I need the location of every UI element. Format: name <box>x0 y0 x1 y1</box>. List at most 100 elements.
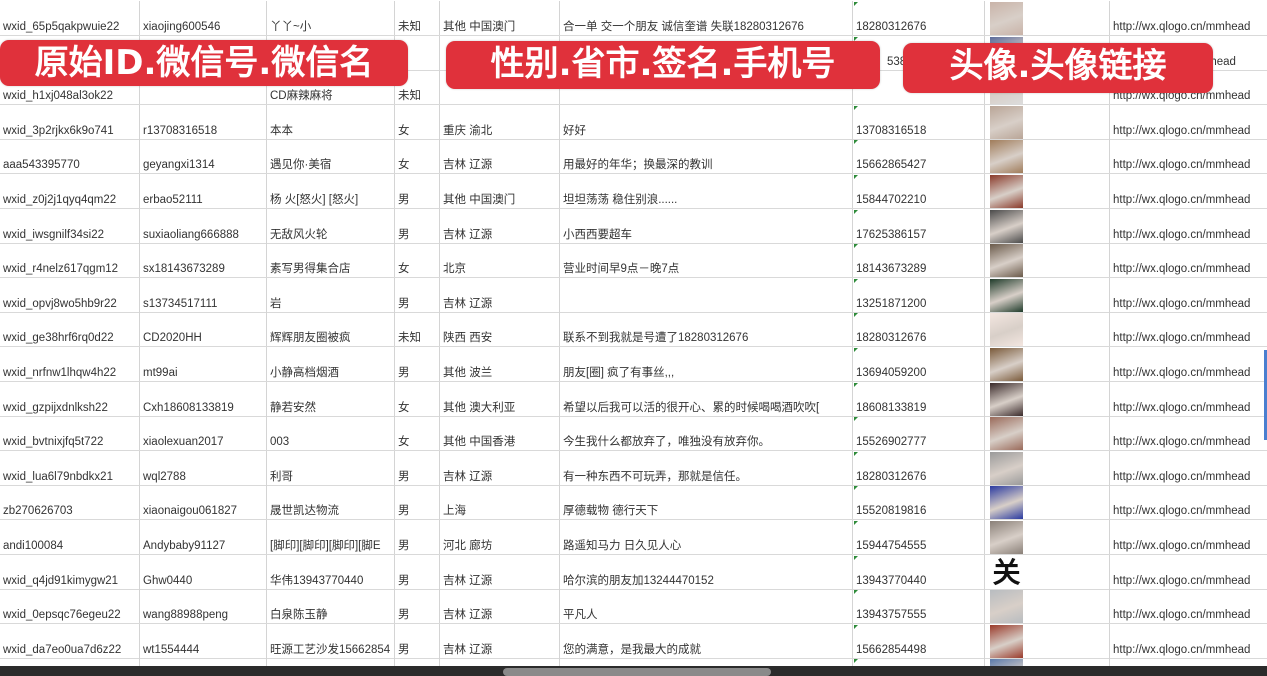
gender-cell[interactable]: 男 <box>395 277 440 312</box>
gender-cell[interactable]: 女 <box>395 243 440 278</box>
phone-cell[interactable]: 18280312676 <box>853 450 985 485</box>
avatar-cell[interactable] <box>985 520 1110 554</box>
avatar-cell[interactable] <box>985 312 1110 347</box>
region-cell[interactable]: 上海 <box>440 485 560 520</box>
wechat-name-cell[interactable]: CD麻辣麻将 <box>267 70 395 105</box>
gender-cell[interactable]: 男 <box>395 520 440 554</box>
wechat-id-cell[interactable]: geyangxi1314 <box>140 139 267 174</box>
avatar-url-cell[interactable]: http://wx.qlogo.cn/mmhead <box>1113 574 1251 587</box>
vertical-scroll-indicator[interactable] <box>1264 350 1267 440</box>
wechat-name-cell[interactable]: 白泉陈玉静 <box>267 589 395 624</box>
signature-cell[interactable]: 您的满意，是我最大的成就 <box>560 623 853 658</box>
region-cell[interactable]: 其他 澳大利亚 <box>440 381 560 416</box>
avatar-cell[interactable] <box>985 1 1110 35</box>
region-cell[interactable]: 吉林 辽源 <box>440 450 560 485</box>
wechat-name-cell[interactable]: 静若安然 <box>267 381 395 416</box>
avatar-cell[interactable] <box>985 174 1110 208</box>
gender-cell[interactable]: 未知 <box>395 312 440 347</box>
gender-cell[interactable]: 女 <box>395 104 440 139</box>
wechat-name-cell[interactable]: 晟世凯达物流 <box>267 485 395 520</box>
original-id-cell[interactable]: wxid_iwsgnilf34si22 <box>0 208 140 243</box>
wechat-name-cell[interactable]: 华伟13943770440 <box>267 554 395 589</box>
signature-cell[interactable]: 朋友[圈] 疯了有事丝,,, <box>560 347 853 381</box>
original-id-cell[interactable]: wxid_q4jd91kimygw21 <box>0 554 140 589</box>
avatar-url-cell[interactable]: http://wx.qlogo.cn/mmhead <box>1113 436 1251 449</box>
wechat-id-cell[interactable]: r13708316518 <box>140 104 267 139</box>
avatar-cell[interactable] <box>985 658 1110 666</box>
avatar-url-cell[interactable]: http://wx.qlogo.cn/mmhead <box>1113 263 1251 276</box>
signature-cell[interactable] <box>560 658 853 666</box>
original-id-cell[interactable] <box>0 658 140 666</box>
signature-cell[interactable]: 希望以后我可以活的很开心、累的时候喝喝酒吹吹[ <box>560 381 853 416</box>
gender-cell[interactable]: 女 <box>395 139 440 174</box>
signature-cell[interactable]: 合一单 交一个朋友 诚信奎谱 失联18280312676 <box>560 1 853 35</box>
wechat-id-cell[interactable]: wt1554444 <box>140 623 267 658</box>
gender-cell[interactable]: 男 <box>395 208 440 243</box>
region-cell[interactable]: 吉林 辽源 <box>440 277 560 312</box>
region-cell[interactable]: 吉林 辽源 <box>440 208 560 243</box>
wechat-name-cell[interactable]: 岩 <box>267 277 395 312</box>
gender-cell[interactable]: 男 <box>395 485 440 520</box>
wechat-id-cell[interactable]: xiaolexuan2017 <box>140 416 267 451</box>
gender-cell[interactable] <box>395 658 440 666</box>
phone-cell[interactable]: 18280312676 <box>853 312 985 347</box>
avatar-url-cell[interactable]: http://wx.qlogo.cn/mmhead <box>1113 540 1251 552</box>
original-id-cell[interactable]: wxid_ge38hrf6rq0d22 <box>0 312 140 347</box>
gender-cell[interactable]: 男 <box>395 174 440 208</box>
avatar-cell[interactable] <box>985 208 1110 243</box>
avatar-url-cell[interactable]: http://wx.qlogo.cn/mmhead <box>1113 21 1251 33</box>
original-id-cell[interactable]: andi100084 <box>0 520 140 554</box>
wechat-id-cell[interactable]: Ghw0440 <box>140 554 267 589</box>
wechat-id-cell[interactable]: xiaojing600546 <box>140 1 267 35</box>
original-id-cell[interactable]: wxid_3p2rjkx6k9o741 <box>0 104 140 139</box>
gender-cell[interactable]: 男 <box>395 450 440 485</box>
signature-cell[interactable]: 厚德载物 德行天下 <box>560 485 853 520</box>
avatar-url-cell[interactable]: http://wx.qlogo.cn/mmhead <box>1113 124 1251 137</box>
phone-cell[interactable]: 18280312676 <box>853 1 985 35</box>
wechat-id-cell[interactable]: xiaonaigou061827 <box>140 485 267 520</box>
phone-cell[interactable]: 13943757555 <box>853 589 985 624</box>
region-cell[interactable]: 其他 中国澳门 <box>440 1 560 35</box>
gender-cell[interactable]: 男 <box>395 554 440 589</box>
phone-cell[interactable]: 15944754555 <box>853 520 985 554</box>
gender-cell[interactable]: 未知 <box>395 1 440 35</box>
region-cell[interactable]: 陕西 西安 <box>440 312 560 347</box>
wechat-id-cell[interactable]: suxiaoliang666888 <box>140 208 267 243</box>
wechat-name-cell[interactable]: 杨 火[怒火] [怒火] <box>267 174 395 208</box>
avatar-url-cell[interactable]: http://wx.qlogo.cn/mmhead <box>1113 367 1251 379</box>
avatar-url-cell[interactable]: http://wx.qlogo.cn/mmhead <box>1113 401 1251 414</box>
avatar-cell[interactable] <box>985 450 1110 485</box>
original-id-cell[interactable]: wxid_gzpijxdnlksh22 <box>0 381 140 416</box>
gender-cell[interactable]: 男 <box>395 623 440 658</box>
avatar-url-cell[interactable]: http://wx.qlogo.cn/mmhead <box>1113 194 1251 206</box>
region-cell[interactable]: 北京 <box>440 243 560 278</box>
original-id-cell[interactable]: wxid_opvj8wo5hb9r22 <box>0 277 140 312</box>
wechat-name-cell[interactable]: [脚印][脚印][脚印][脚E <box>267 520 395 554</box>
phone-cell[interactable]: 18608133819 <box>853 381 985 416</box>
avatar-cell[interactable] <box>985 277 1110 312</box>
wechat-id-cell[interactable]: CD2020HH <box>140 312 267 347</box>
wechat-name-cell[interactable]: 旺源工艺沙发15662854 <box>267 623 395 658</box>
avatar-cell[interactable] <box>985 623 1110 658</box>
avatar-cell[interactable] <box>985 416 1110 451</box>
avatar-url-cell[interactable]: http://wx.qlogo.cn/mmhead <box>1113 505 1251 518</box>
avatar-url-cell[interactable]: http://wx.qlogo.cn/mmhead <box>1113 159 1251 172</box>
avatar-url-cell[interactable]: http://wx.qlogo.cn/mmhead <box>1113 297 1251 310</box>
gender-cell[interactable]: 男 <box>395 589 440 624</box>
wechat-name-cell[interactable]: 丫丫~小 <box>267 1 395 35</box>
region-cell[interactable]: 吉林 辽源 <box>440 589 560 624</box>
signature-cell[interactable]: 好好 <box>560 104 853 139</box>
wechat-id-cell[interactable]: wql2788 <box>140 450 267 485</box>
wechat-name-cell[interactable]: 本本 <box>267 104 395 139</box>
wechat-name-cell[interactable]: 素写男得集合店 <box>267 243 395 278</box>
phone-cell[interactable]: 15662865427 <box>853 139 985 174</box>
signature-cell[interactable]: 平凡人 <box>560 589 853 624</box>
wechat-id-cell[interactable]: mt99ai <box>140 347 267 381</box>
gender-cell[interactable]: 女 <box>395 381 440 416</box>
phone-cell[interactable]: 18143673289 <box>853 243 985 278</box>
wechat-name-cell[interactable]: 小静高档烟酒 <box>267 347 395 381</box>
phone-cell[interactable]: 17625386157 <box>853 208 985 243</box>
avatar-url-cell[interactable]: http://wx.qlogo.cn/mmhead <box>1113 609 1251 622</box>
avatar-cell[interactable] <box>985 381 1110 416</box>
horizontal-scrollbar[interactable] <box>503 668 771 676</box>
